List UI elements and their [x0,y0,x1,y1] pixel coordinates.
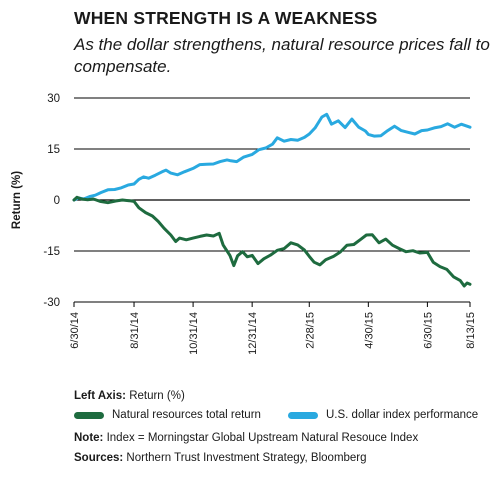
note: Note: Index = Morningstar Global Upstrea… [74,432,418,444]
y-tick-label: 0 [54,195,60,207]
legend-item-usd: U.S. dollar index performance [288,409,478,421]
sources-text: Northern Trust Investment Strategy, Bloo… [126,452,367,464]
sources: Sources: Northern Trust Investment Strat… [74,452,367,464]
x-tick-label: 12/31/14 [247,312,259,355]
chart-title: WHEN STRENGTH IS A WEAKNESS [74,8,378,28]
legend-item-natural: Natural resources total return [74,409,261,421]
y-tick-label: 15 [47,144,60,156]
x-tick-label: 10/31/14 [188,312,200,355]
x-tick-marks [73,302,471,307]
note-label: Note: [74,432,104,444]
legend-label-usd: U.S. dollar index performance [326,409,479,421]
legend-swatch-natural [74,411,104,419]
line-chart: 30 15 0 -15 -30 6/30/14 8/31/14 10/31/14 12/31/… [11,93,477,355]
x-tick-label: 6/30/14 [69,312,81,349]
y-tick-label: -15 [43,246,60,258]
chart-subtitle: As the dollar strengthens, natural resou… [74,35,490,76]
x-tick-label: 6/30/15 [422,312,434,349]
sources-label: Sources: [74,452,124,464]
series-lines [72,112,472,288]
x-tick-label: 8/13/15 [465,312,477,349]
left-axis-note: Left Axis: Return (%) [74,390,185,402]
y-axis-label: Return (%) [11,171,23,229]
legend-label-natural: Natural resources total return [112,409,261,421]
note-text: Index = Morningstar Global Upstream Natu… [106,432,419,444]
x-tick-label: 8/31/14 [129,312,141,349]
series-line-usd [72,112,472,202]
left-axis-label: Left Axis: [74,390,126,402]
series-line-natural [72,195,472,288]
y-tick-label: 30 [47,93,60,105]
left-axis-value: Return (%) [129,390,185,402]
x-tick-label: 4/30/15 [363,312,375,349]
legend: Natural resources total return U.S. doll… [74,409,500,425]
y-tick-labels: 30 15 0 -15 -30 [43,93,60,309]
legend-swatch-usd [288,411,318,419]
y-tick-label: -30 [43,297,60,309]
x-tick-labels: 6/30/14 8/31/14 10/31/14 12/31/14 2/28/15 4/3… [69,312,477,355]
x-tick-label: 2/28/15 [304,312,316,349]
